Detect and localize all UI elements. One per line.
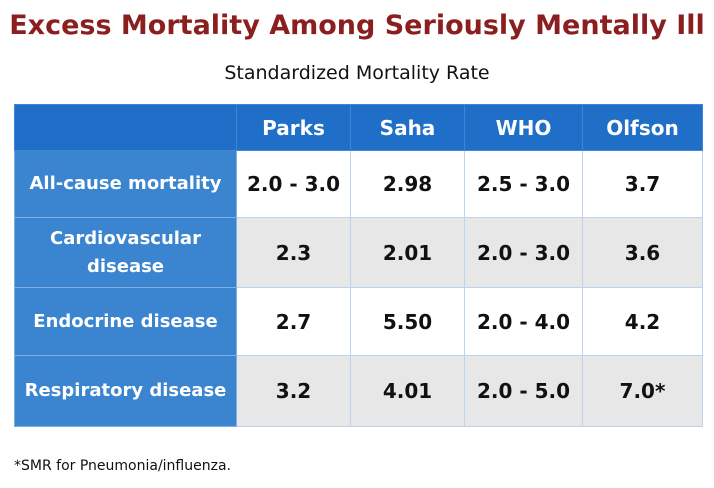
row-label: Cardiovascular disease: [14, 217, 237, 288]
table-cell: 2.7: [236, 287, 351, 356]
slide-subtitle: Standardized Mortality Rate: [224, 62, 490, 84]
footnote: *SMR for Pneumonia/influenza.: [14, 458, 231, 474]
table-cell: 2.98: [350, 150, 465, 218]
table-cell: 2.5 - 3.0: [464, 150, 583, 218]
table-cell: 2.0 - 3.0: [464, 217, 583, 288]
table-row: Respiratory disease 3.2 4.01 2.0 - 5.0 7…: [14, 355, 703, 427]
table-cell: 2.3: [236, 217, 351, 288]
slide-title: Excess Mortality Among Seriously Mentall…: [9, 10, 705, 41]
table-row: All-cause mortality 2.0 - 3.0 2.98 2.5 -…: [14, 150, 703, 218]
table-cell: 2.0 - 4.0: [464, 287, 583, 356]
table-cell: 3.7: [582, 150, 703, 218]
table-cell: 2.0 - 3.0: [236, 150, 351, 218]
header-cell-parks: Parks: [236, 104, 351, 151]
header-cell-empty: [14, 104, 237, 151]
table-cell: 4.01: [350, 355, 465, 427]
table-cell: 2.01: [350, 217, 465, 288]
row-label: Respiratory disease: [14, 355, 237, 427]
table-cell: 4.2: [582, 287, 703, 356]
table-row: Endocrine disease 2.7 5.50 2.0 - 4.0 4.2: [14, 287, 703, 356]
header-cell-who: WHO: [464, 104, 583, 151]
table-header-row: Parks Saha WHO Olfson: [14, 104, 703, 151]
table-cell: 2.0 - 5.0: [464, 355, 583, 427]
row-label: All-cause mortality: [14, 150, 237, 218]
table-cell: 7.0*: [582, 355, 703, 427]
header-cell-olfson: Olfson: [582, 104, 703, 151]
row-label: Endocrine disease: [14, 287, 237, 356]
table-cell: 3.2: [236, 355, 351, 427]
table-cell: 5.50: [350, 287, 465, 356]
table-cell: 3.6: [582, 217, 703, 288]
mortality-table: Parks Saha WHO Olfson All-cause mortalit…: [14, 104, 703, 427]
table-row: Cardiovascular disease 2.3 2.01 2.0 - 3.…: [14, 217, 703, 288]
header-cell-saha: Saha: [350, 104, 465, 151]
